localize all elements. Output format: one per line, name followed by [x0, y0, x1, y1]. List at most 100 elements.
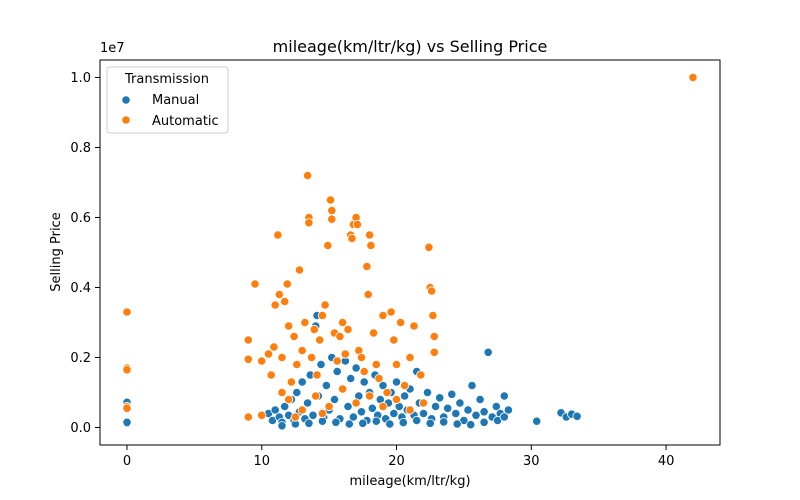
- point-automatic-61: [378, 310, 388, 321]
- point-automatic-66: [395, 317, 406, 328]
- point-manual-81: [532, 416, 542, 426]
- x-tick-label-4: 40: [658, 454, 675, 469]
- legend-label-automatic: Automatic: [152, 114, 219, 129]
- point-automatic-65: [391, 359, 402, 370]
- point-manual-67: [451, 408, 461, 419]
- y-axis-ticks: 0.0 0.2 0.4 0.6 0.8 1.0: [70, 71, 100, 436]
- point-manual-87: [344, 419, 354, 429]
- point-manual-86: [331, 417, 341, 427]
- point-manual-49: [389, 408, 399, 419]
- point-automatic-76: [429, 347, 439, 357]
- point-automatic-18: [280, 296, 290, 307]
- point-automatic-85: [391, 394, 402, 405]
- point-manual-34: [348, 412, 358, 422]
- x-tick-label-3: 30: [523, 454, 540, 469]
- y-tick-label-5: 1.0: [70, 71, 91, 86]
- point-automatic-20: [284, 321, 294, 331]
- point-manual-50: [391, 377, 402, 387]
- point-automatic-90: [418, 398, 429, 408]
- point-automatic-27: [302, 170, 313, 181]
- point-manual-85: [572, 411, 582, 421]
- point-manual-33: [346, 373, 356, 384]
- point-manual-65: [443, 403, 453, 413]
- point-automatic-29: [304, 218, 314, 228]
- chart-title: mileage(km/ltr/kg) vs Selling Price: [273, 37, 548, 56]
- point-automatic-47: [347, 233, 357, 244]
- point-manual-41: [367, 403, 377, 413]
- point-manual-88: [358, 418, 368, 428]
- point-manual-96: [466, 420, 476, 430]
- point-manual-12: [292, 387, 302, 398]
- point-automatic-2: [122, 365, 132, 375]
- point-manual-70: [463, 405, 473, 415]
- y-tick-label-1: 0.2: [70, 351, 91, 366]
- point-manual-8: [280, 401, 290, 412]
- point-manual-91: [398, 417, 408, 428]
- point-manual-60: [422, 387, 433, 398]
- point-automatic-73: [426, 286, 437, 296]
- point-automatic-4: [122, 403, 132, 413]
- point-manual-37: [356, 407, 367, 417]
- point-manual-62: [430, 401, 441, 412]
- point-automatic-22: [289, 331, 299, 342]
- point-automatic-37: [325, 195, 336, 205]
- point-automatic-34: [317, 310, 327, 321]
- plot-area-frame: [99, 59, 721, 446]
- point-automatic-19: [282, 279, 292, 289]
- point-automatic-74: [428, 310, 438, 321]
- point-automatic-43: [337, 317, 348, 328]
- point-automatic-79: [311, 391, 321, 401]
- point-automatic-80: [324, 401, 334, 412]
- point-automatic-31: [309, 324, 319, 335]
- point-automatic-44: [340, 349, 350, 359]
- point-automatic-10: [257, 410, 267, 420]
- point-manual-16: [302, 398, 313, 408]
- point-manual-79: [499, 391, 509, 401]
- point-automatic-83: [364, 391, 375, 401]
- point-automatic-23: [292, 359, 302, 370]
- y-axis-label: Selling Price: [49, 212, 64, 291]
- point-manual-18: [308, 410, 318, 420]
- point-automatic-38: [327, 205, 337, 216]
- x-tick-label-1: 10: [253, 454, 270, 469]
- point-automatic-24: [294, 265, 305, 275]
- point-automatic-88: [317, 408, 327, 419]
- point-manual-101: [277, 421, 287, 431]
- point-automatic-15: [273, 230, 283, 240]
- point-manual-5: [270, 405, 280, 415]
- point-automatic-42: [335, 331, 345, 342]
- point-automatic-50: [352, 219, 362, 230]
- point-automatic-59: [371, 359, 381, 370]
- y-tick-label-2: 0.4: [70, 281, 91, 296]
- point-automatic-26: [300, 317, 310, 328]
- point-manual-93: [425, 418, 435, 428]
- point-automatic-30: [306, 352, 317, 363]
- point-manual-94: [439, 417, 449, 427]
- point-manual-27: [329, 394, 340, 405]
- point-manual-2: [122, 417, 132, 427]
- point-automatic-70: [416, 370, 426, 380]
- point-manual-89: [371, 416, 381, 426]
- point-automatic-45: [343, 324, 353, 335]
- data-points: [122, 72, 698, 431]
- point-manual-103: [499, 412, 509, 422]
- point-manual-53: [399, 391, 410, 401]
- x-axis-label: mileage(km/ltr/kg): [349, 474, 470, 489]
- y-tick-label-0: 0.0: [70, 421, 91, 436]
- point-manual-28: [332, 366, 342, 377]
- y-scale-label: 1e7: [100, 41, 125, 56]
- legend-label-manual: Manual: [152, 93, 199, 108]
- point-manual-73: [475, 394, 485, 405]
- point-manual-77: [491, 401, 501, 412]
- point-automatic-39: [327, 214, 337, 224]
- point-automatic-68: [405, 352, 415, 363]
- point-automatic-67: [399, 380, 410, 391]
- point-automatic-86: [277, 387, 287, 398]
- legend-marker-manual: [121, 95, 131, 105]
- point-automatic-14: [270, 300, 280, 310]
- point-automatic-77: [284, 394, 294, 405]
- point-manual-45: [378, 380, 388, 391]
- point-automatic-75: [429, 331, 439, 342]
- point-automatic-33: [315, 335, 325, 345]
